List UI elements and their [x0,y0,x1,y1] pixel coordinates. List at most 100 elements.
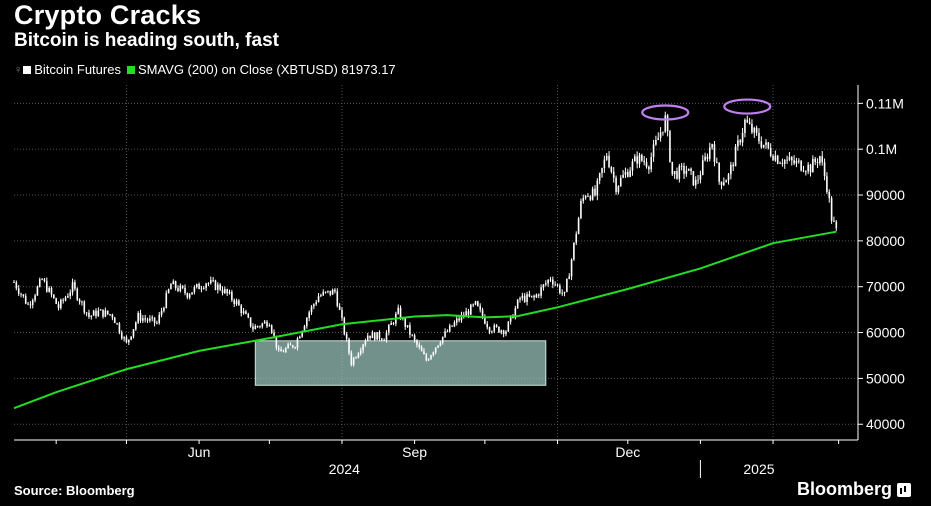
candle-body [591,188,594,200]
candle-body [680,165,683,167]
candle-body [725,180,727,183]
candle-body [390,323,392,325]
candle-body [31,300,34,305]
y-tick-label: 70000 [866,279,905,295]
candle-body [259,326,261,328]
candle-body [67,296,69,298]
candle-body [17,288,20,294]
candle-body [60,299,62,309]
candle-body [48,287,50,292]
highlight-box [254,340,547,386]
candle-body [563,291,566,294]
candle-body [486,323,489,328]
candle-body [678,165,681,179]
candle-body [106,310,109,315]
candle-body [261,323,264,327]
candle-body [306,318,308,326]
candle-body [116,323,118,324]
candle-body [198,284,200,290]
candle-body [167,289,170,293]
candle-body [645,162,648,167]
chart-legend: ♀ Bitcoin Futures SMAVG (200) on Close (… [14,62,402,77]
candle-body [41,279,43,281]
candle-body [85,312,88,314]
candle-body [62,299,64,301]
candle-body [800,160,802,171]
y-tick-label: 50000 [866,370,905,386]
x-tick-label: Sep [402,444,427,460]
candle-body [55,298,57,304]
candle-body [622,174,624,178]
candle-body [291,345,294,348]
candle-body [184,287,186,294]
legend-item-bitcoin-futures: ♀ Bitcoin Futures [14,62,121,77]
candle-body [441,336,444,343]
candle-body [71,282,74,293]
candle-body [195,284,198,287]
candle-body [83,301,86,313]
candle-body [805,171,807,173]
source-note: Source: Bloomberg [14,483,135,498]
candle-body [193,286,196,293]
candle-body [231,291,233,300]
candle-body [277,347,280,350]
candlestick-icon: ♀ [14,63,23,76]
candle-body [788,157,791,160]
candle-body [641,154,643,161]
candle-body [610,167,613,172]
candle-body [460,314,463,321]
candle-body [165,292,168,308]
candle-body [127,339,130,343]
candle-body [303,325,306,331]
candle-body [111,314,114,318]
candle-body [601,167,603,174]
candle-body [181,285,184,288]
candle-body [465,311,467,316]
candle-body [437,345,439,348]
candle-body [451,325,453,327]
brand-label: Bloomberg [796,479,892,499]
candle-body [172,281,175,285]
candle-body [549,279,552,281]
candle-body [29,304,32,306]
candle-body [331,289,334,295]
x-tick-label: Dec [615,444,640,460]
candle-body [474,301,477,305]
candle-body [603,159,606,168]
candle-body [448,325,451,332]
candle-body [828,191,831,199]
candle-body [491,331,493,333]
sma-line [13,230,837,410]
candle-body [425,354,428,361]
candle-body [53,294,55,299]
candle-body [542,284,545,288]
candle-body [718,162,720,182]
candle-body [252,326,254,330]
candle-body [587,196,589,197]
candle-body [455,318,458,323]
y-tick-label: 0.11M [866,95,904,111]
legend-swatch-bitcoin [23,65,32,74]
candle-body [404,317,407,327]
candle-body [125,337,128,343]
candle-body [15,282,18,289]
candle-body [144,318,146,320]
candle-body [123,337,125,339]
candle-body [570,259,573,277]
candle-body [481,309,484,317]
candle-body [760,141,763,148]
candle-body [608,155,610,168]
peak-marker [723,98,772,115]
candle-body [27,303,29,305]
candle-body [671,161,674,175]
candle-body [556,284,559,286]
candle-body [78,299,81,303]
candle-body [284,348,287,353]
y-tick-label: 0.1M [866,141,897,157]
candle-body [704,156,706,161]
candle-body [263,321,266,324]
candle-body [142,318,144,321]
legend-label-bitcoin: Bitcoin Futures [34,62,121,77]
candle-body [224,289,226,294]
candle-body [226,289,228,294]
